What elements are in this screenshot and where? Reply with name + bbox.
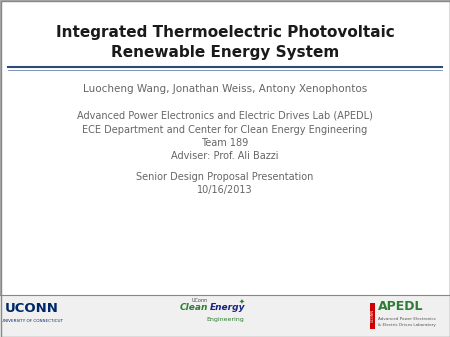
Text: Luocheng Wang, Jonathan Weiss, Antony Xenophontos: Luocheng Wang, Jonathan Weiss, Antony Xe…	[83, 84, 367, 94]
Text: Renewable Energy System: Renewable Energy System	[111, 44, 339, 60]
Text: Team 189: Team 189	[202, 138, 248, 148]
Text: Advanced Power Electronics: Advanced Power Electronics	[378, 317, 436, 321]
Text: UCONN: UCONN	[371, 309, 375, 323]
Text: Engineering: Engineering	[206, 316, 244, 321]
Text: Advanced Power Electronics and Electric Drives Lab (APEDL): Advanced Power Electronics and Electric …	[77, 110, 373, 120]
Text: Integrated Thermoelectric Photovoltaic: Integrated Thermoelectric Photovoltaic	[56, 25, 394, 39]
Text: UCONN: UCONN	[5, 303, 59, 315]
Text: 10/16/2013: 10/16/2013	[197, 185, 253, 195]
Text: Adviser: Prof. Ali Bazzi: Adviser: Prof. Ali Bazzi	[171, 151, 279, 161]
Bar	[370, 303, 375, 329]
Text: Energy: Energy	[210, 303, 246, 311]
Text: UConn: UConn	[192, 298, 208, 303]
Bar	[0, 295, 450, 337]
Text: UNIVERSITY OF CONNECTICUT: UNIVERSITY OF CONNECTICUT	[1, 319, 63, 323]
Text: ECE Department and Center for Clean Energy Engineering: ECE Department and Center for Clean Ener…	[82, 125, 368, 135]
Text: Senior Design Proposal Presentation: Senior Design Proposal Presentation	[136, 172, 314, 182]
Text: Clean: Clean	[180, 303, 208, 311]
Text: ✦: ✦	[239, 299, 245, 305]
Text: APEDL: APEDL	[378, 301, 423, 313]
Text: & Electric Drives Laboratory: & Electric Drives Laboratory	[378, 323, 436, 327]
